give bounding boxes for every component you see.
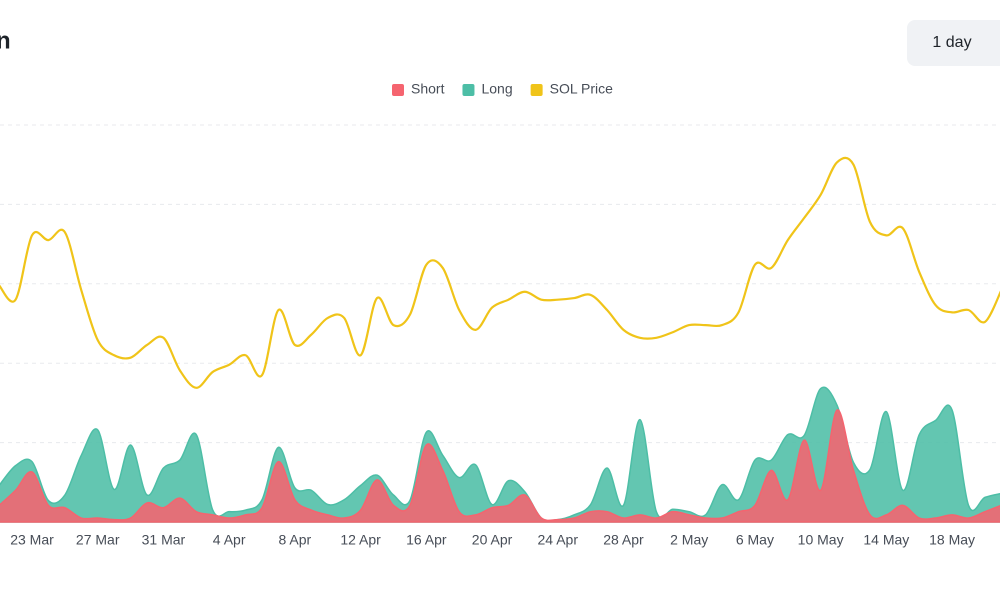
x-tick-label: 6 May	[736, 532, 774, 548]
x-tick-label: 10 May	[798, 532, 844, 548]
x-tick-label: 4 Apr	[213, 532, 246, 548]
legend-label: Long	[481, 81, 512, 97]
legend-swatch	[462, 84, 475, 96]
price-line	[0, 156, 1000, 389]
range-button-label[interactable]: 1 day	[932, 34, 971, 51]
range-button[interactable]	[907, 20, 1000, 66]
legend-label: SOL Price	[550, 81, 613, 97]
area-0	[0, 409, 1000, 523]
x-tick-label: 14 May	[863, 532, 909, 548]
legend-label: Short	[411, 81, 445, 97]
x-tick-label: 18 May	[929, 532, 975, 548]
x-tick-label: 23 Mar	[10, 532, 54, 548]
grid	[0, 124, 1000, 444]
x-tick-label: 28 Apr	[603, 532, 644, 548]
chart-title: n	[0, 27, 11, 54]
plot-area	[0, 156, 1000, 523]
x-tick-label: 27 Mar	[76, 532, 120, 548]
x-tick-label: 20 Apr	[472, 532, 513, 548]
x-tick-label: 12 Apr	[340, 532, 381, 548]
x-axis: 23 Mar 27 Mar 31 Mar 4 Apr 8 Apr 12 Apr 16 Apr…	[10, 532, 975, 548]
x-tick-label: 8 Apr	[279, 532, 312, 548]
legend-swatch	[530, 84, 543, 96]
x-tick-label: 31 Mar	[142, 532, 186, 548]
legend: Short Long SOL Price	[392, 81, 613, 97]
x-tick-label: 16 Apr	[406, 532, 447, 548]
x-tick-label: 24 Apr	[538, 532, 579, 548]
x-tick-label: 2 May	[670, 532, 708, 548]
legend-swatch	[392, 84, 404, 96]
